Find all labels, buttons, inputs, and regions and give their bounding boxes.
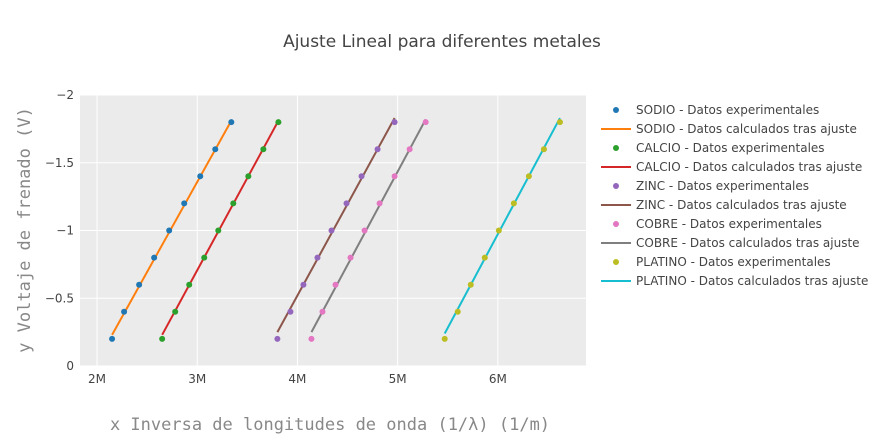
data-point bbox=[467, 281, 474, 288]
x-tick-label: 5M bbox=[389, 372, 407, 386]
legend-item[interactable]: PLATINO - Datos calculados tras ajuste bbox=[601, 274, 868, 288]
data-point bbox=[510, 200, 517, 207]
data-point bbox=[347, 254, 354, 261]
data-point bbox=[274, 335, 281, 342]
x-tick-label: 2M bbox=[88, 372, 106, 386]
data-point bbox=[151, 254, 158, 261]
legend-item[interactable]: SODIO - Datos calculados tras ajuste bbox=[601, 122, 857, 136]
data-point bbox=[406, 146, 413, 153]
legend-item[interactable]: SODIO - Datos experimentales bbox=[613, 103, 819, 117]
legend-label: COBRE - Datos experimentales bbox=[636, 217, 822, 231]
legend-label: COBRE - Datos calculados tras ajuste bbox=[636, 236, 860, 250]
data-point bbox=[374, 146, 381, 153]
data-point bbox=[376, 200, 383, 207]
fit-line-1 bbox=[111, 120, 233, 336]
data-point bbox=[172, 308, 179, 315]
x-tick-label: 4M bbox=[288, 372, 306, 386]
legend-marker-symbol bbox=[613, 221, 619, 227]
data-point bbox=[136, 281, 143, 288]
legend-item[interactable]: CALCIO - Datos calculados tras ajuste bbox=[601, 160, 862, 174]
legend-item[interactable]: COBRE - Datos calculados tras ajuste bbox=[601, 236, 860, 250]
data-point bbox=[540, 146, 547, 153]
legend-item[interactable]: COBRE - Datos experimentales bbox=[613, 217, 822, 231]
y-tick-label: −1 bbox=[56, 224, 74, 238]
data-point bbox=[181, 200, 188, 207]
y-tick-label: −0.5 bbox=[45, 291, 74, 305]
data-point bbox=[230, 200, 237, 207]
legend-label: ZINC - Datos calculados tras ajuste bbox=[636, 198, 847, 212]
legend-label: SODIO - Datos experimentales bbox=[636, 103, 819, 117]
data-point bbox=[314, 254, 321, 261]
legend-label: PLATINO - Datos experimentales bbox=[636, 255, 831, 269]
legend-item[interactable]: CALCIO - Datos experimentales bbox=[613, 141, 825, 155]
legend-label: CALCIO - Datos experimentales bbox=[636, 141, 825, 155]
data-point bbox=[166, 227, 173, 234]
fit-line-7 bbox=[310, 118, 427, 333]
data-point bbox=[215, 227, 222, 234]
y-tick-label: 0 bbox=[66, 359, 74, 373]
data-point bbox=[109, 335, 116, 342]
x-axis-ticks: 2M 3M 4M 5M 6M bbox=[88, 372, 507, 386]
legend-item[interactable]: PLATINO - Datos experimentales bbox=[613, 255, 831, 269]
legend[interactable]: SODIO - Datos experimentales SODIO - Dato… bbox=[601, 103, 868, 288]
data-point bbox=[121, 308, 128, 315]
y-axis-ticks: 0 −0.5 −1 −1.5 −2 bbox=[45, 88, 74, 373]
data-point bbox=[308, 335, 315, 342]
fit-line-9 bbox=[443, 117, 561, 334]
data-point bbox=[260, 146, 267, 153]
data-point bbox=[287, 308, 294, 315]
data-markers bbox=[109, 119, 563, 342]
data-point bbox=[422, 119, 429, 126]
data-point bbox=[332, 281, 339, 288]
legend-item[interactable]: ZINC - Datos experimentales bbox=[613, 179, 809, 193]
fit-lines bbox=[111, 117, 561, 336]
legend-label: ZINC - Datos experimentales bbox=[636, 179, 809, 193]
y-axis-title: y Voltaje de frenado (V) bbox=[15, 107, 35, 353]
legend-marker-symbol bbox=[613, 259, 619, 265]
data-point bbox=[186, 281, 193, 288]
data-point bbox=[275, 119, 282, 126]
legend-label: PLATINO - Datos calculados tras ajuste bbox=[636, 274, 868, 288]
data-point bbox=[361, 227, 368, 234]
legend-label: CALCIO - Datos calculados tras ajuste bbox=[636, 160, 862, 174]
data-point bbox=[159, 335, 166, 342]
data-point bbox=[300, 281, 307, 288]
gridlines bbox=[80, 94, 586, 367]
data-point bbox=[228, 119, 235, 126]
data-point bbox=[495, 227, 502, 234]
x-axis-title: x Inversa de longitudes de onda (1/λ) (1… bbox=[110, 415, 550, 435]
fit-line-3 bbox=[161, 120, 280, 336]
fit-line-5 bbox=[276, 117, 396, 333]
data-point bbox=[454, 308, 461, 315]
data-point bbox=[319, 308, 326, 315]
chart-title: Ajuste Lineal para diferentes metales bbox=[283, 32, 601, 52]
legend-marker-symbol bbox=[613, 107, 619, 113]
y-tick-label: −2 bbox=[56, 88, 74, 102]
x-tick-label: 3M bbox=[188, 372, 206, 386]
y-tick-label: −1.5 bbox=[45, 156, 74, 170]
data-point bbox=[525, 173, 532, 180]
data-point bbox=[441, 335, 448, 342]
data-point bbox=[358, 173, 365, 180]
legend-item[interactable]: ZINC - Datos calculados tras ajuste bbox=[601, 198, 847, 212]
data-point bbox=[197, 173, 204, 180]
data-point bbox=[481, 254, 488, 261]
x-tick-label: 6M bbox=[489, 372, 507, 386]
legend-marker-symbol bbox=[613, 145, 619, 151]
data-point bbox=[556, 119, 563, 126]
data-point bbox=[201, 254, 208, 261]
data-point bbox=[245, 173, 252, 180]
data-point bbox=[391, 173, 398, 180]
data-point bbox=[212, 146, 219, 153]
data-point bbox=[343, 200, 350, 207]
data-point bbox=[328, 227, 335, 234]
legend-label: SODIO - Datos calculados tras ajuste bbox=[636, 122, 857, 136]
data-point bbox=[391, 119, 398, 126]
legend-marker-symbol bbox=[613, 183, 619, 189]
